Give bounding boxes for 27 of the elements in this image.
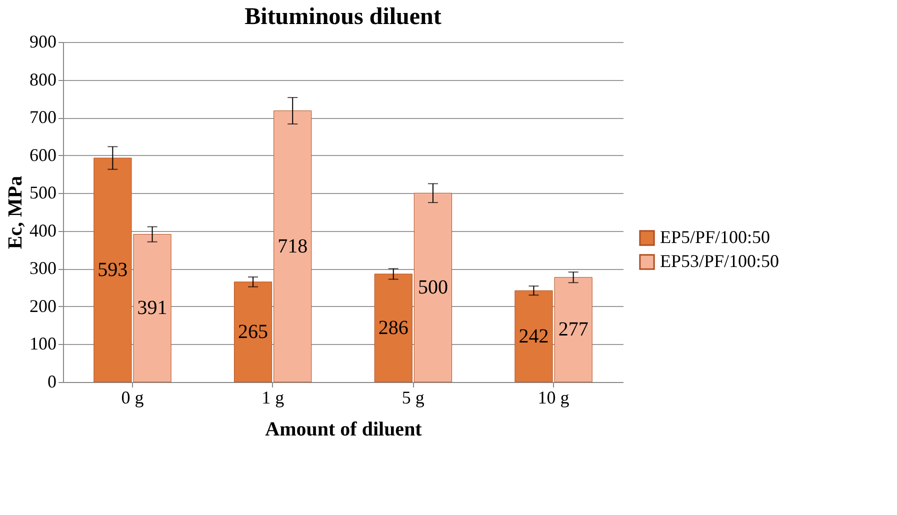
y-tick-label: 900 (30, 32, 56, 52)
y-tick-label: 400 (30, 220, 56, 240)
data-label: 286 (378, 316, 408, 339)
y-tick-label: 600 (30, 144, 56, 165)
data-label: 593 (98, 258, 128, 281)
data-label: 242 (518, 325, 549, 348)
x-tick-label: 5 g (402, 388, 424, 408)
data-label: 277 (558, 318, 588, 341)
y-tick-label: 500 (30, 182, 56, 203)
legend-label: EP53/PF/100:50 (660, 251, 780, 271)
data-label: 265 (238, 320, 268, 343)
data-label: 391 (137, 297, 168, 320)
chart-title: Bituminous diluent (244, 4, 442, 30)
y-axis-title: Ec, MPa (4, 176, 26, 250)
y-tick-label: 800 (30, 69, 56, 90)
x-axis-title: Amount of diluent (265, 418, 422, 440)
y-tick-label: 700 (30, 107, 56, 128)
y-tick-label: 100 (30, 334, 56, 354)
y-tick-label: 200 (30, 296, 56, 316)
legend-label: EP5/PF/100:50 (660, 227, 770, 247)
data-label: 500 (418, 276, 448, 299)
x-tick-label: 0 g (121, 388, 144, 408)
x-tick-label: 10 g (538, 388, 570, 408)
data-label: 718 (278, 235, 308, 258)
y-tick-label: 300 (30, 258, 56, 278)
x-tick-label: 1 g (262, 388, 284, 408)
y-tick-label: 0 (48, 372, 56, 392)
